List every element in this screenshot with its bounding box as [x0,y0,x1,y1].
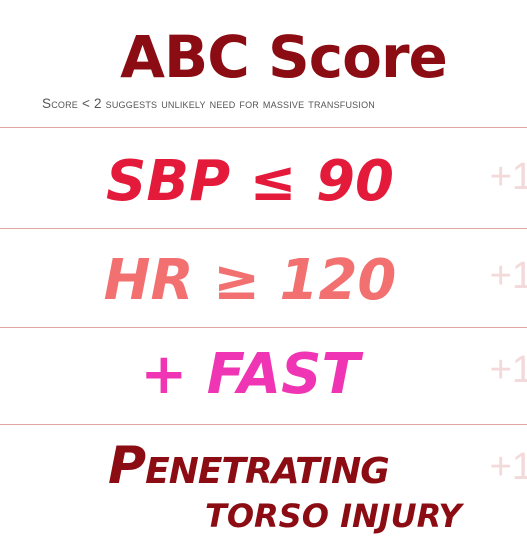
criterion-penetrating-line2: torso injury [205,497,462,535]
criterion-sbp-points: +1 [489,156,527,198]
subtitle: Score < 2 suggests unlikely need for mas… [42,96,375,111]
criterion-hr: HR ≥ 120 [103,248,397,313]
criterion-hr-points: +1 [489,255,527,297]
divider-2 [0,327,527,328]
criterion-fast-points: +1 [489,349,527,391]
page-title: ABC Score [120,23,448,91]
criterion-fast: + FAST [140,342,360,407]
criterion-penetrating-line1: Penetrating [108,436,390,496]
criterion-penetrating-points: +1 [489,446,527,488]
divider-1 [0,228,527,229]
divider-top [0,127,527,128]
divider-3 [0,424,527,425]
criterion-sbp: SBP ≤ 90 [106,149,394,214]
